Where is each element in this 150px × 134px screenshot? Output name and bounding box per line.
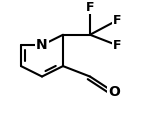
Text: F: F — [113, 39, 121, 52]
Text: O: O — [108, 85, 120, 99]
Text: F: F — [86, 1, 94, 14]
Text: F: F — [113, 14, 121, 27]
Text: N: N — [36, 38, 48, 52]
